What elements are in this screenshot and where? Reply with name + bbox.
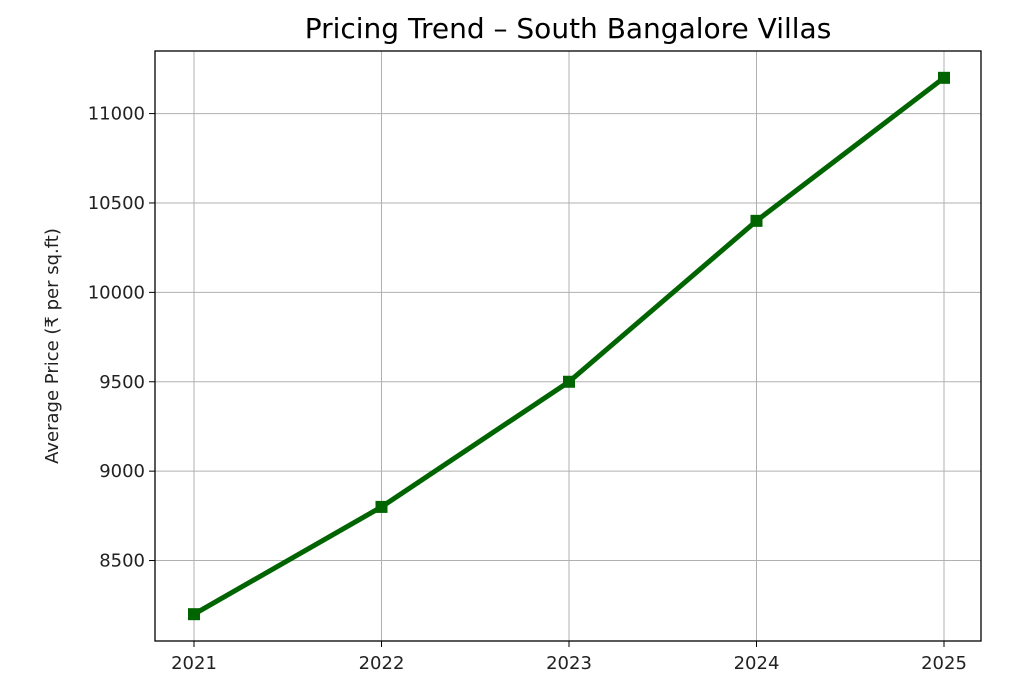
y-tick-label: 8500 bbox=[99, 551, 145, 572]
x-axis: 2021 2022 2023 2024 2025 bbox=[171, 641, 967, 674]
y-tick-label: 10000 bbox=[88, 282, 145, 303]
x-tick-label: 2023 bbox=[546, 653, 592, 674]
y-axis-label: Average Price (₹ per sq.ft) bbox=[42, 228, 63, 464]
y-axis: 8500 9000 9500 10000 10500 11000 bbox=[88, 104, 155, 572]
data-point-marker bbox=[188, 608, 200, 621]
grid bbox=[155, 51, 981, 641]
series-group bbox=[188, 71, 950, 621]
x-tick-label: 2021 bbox=[171, 653, 217, 674]
y-tick-label: 9000 bbox=[99, 461, 145, 482]
x-tick-label: 2022 bbox=[359, 653, 405, 674]
chart-title: Pricing Trend – South Bangalore Villas bbox=[305, 12, 832, 45]
y-tick-label: 9500 bbox=[99, 372, 145, 393]
y-tick-label: 11000 bbox=[88, 104, 145, 125]
data-point-marker bbox=[750, 214, 763, 227]
data-point-marker bbox=[375, 500, 388, 513]
data-point-marker bbox=[563, 375, 575, 388]
plot-frame bbox=[154, 50, 982, 642]
x-tick-label: 2024 bbox=[734, 653, 780, 674]
data-point-marker bbox=[938, 71, 950, 84]
x-tick-label: 2025 bbox=[921, 653, 967, 674]
y-tick-label: 10500 bbox=[88, 193, 145, 214]
